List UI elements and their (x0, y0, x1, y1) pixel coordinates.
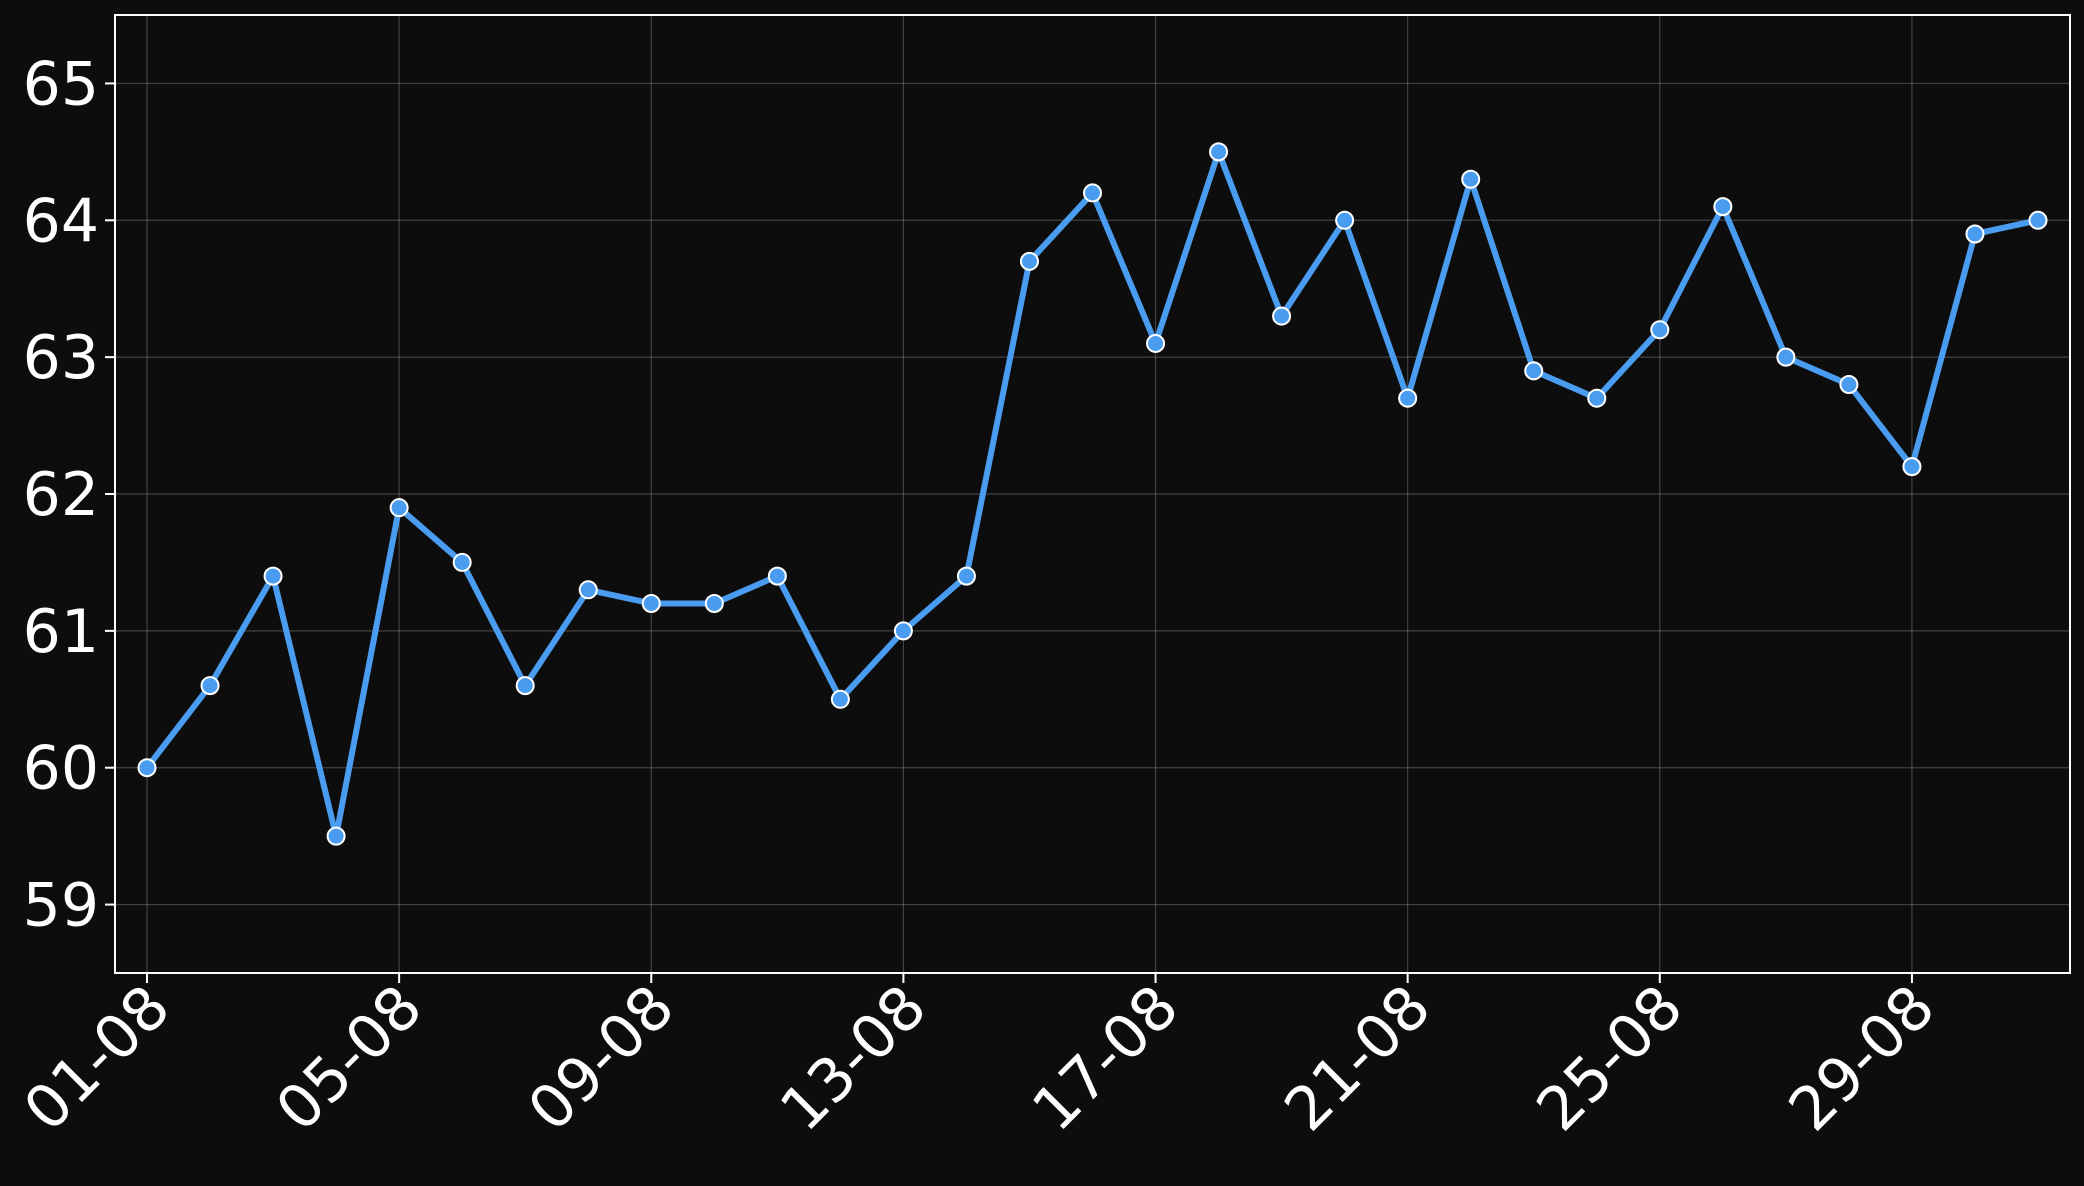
x-tick-label: 05-08 (263, 972, 436, 1145)
data-point (1461, 169, 1481, 189)
y-tick-label: 64 (23, 186, 99, 256)
y-tick-label: 61 (23, 597, 99, 667)
data-point (1335, 210, 1355, 230)
data-point (1209, 142, 1229, 162)
x-tick-label: 25-08 (1524, 972, 1697, 1145)
y-tick-label: 60 (23, 734, 99, 804)
plot-frame (114, 14, 2071, 974)
data-point (1650, 320, 1670, 340)
x-tick-label: 29-08 (1776, 972, 1949, 1145)
data-point (515, 676, 535, 696)
series-layer (137, 142, 2048, 846)
data-point (1776, 347, 1796, 367)
data-point (1398, 388, 1418, 408)
data-point (1146, 333, 1166, 353)
data-point (452, 552, 472, 572)
y-tick-label: 65 (23, 49, 99, 119)
data-point (1713, 197, 1733, 217)
data-point (1272, 306, 1292, 326)
data-point (1083, 183, 1102, 203)
data-point (1587, 388, 1607, 408)
y-tick-label: 59 (23, 871, 99, 941)
data-point (893, 621, 913, 641)
data-point (1839, 375, 1859, 395)
data-point (1965, 224, 1985, 244)
y-tick-label: 62 (23, 460, 99, 530)
data-point (767, 566, 787, 586)
x-tick-label: 01-08 (11, 972, 184, 1145)
data-point (641, 593, 661, 613)
data-point (200, 676, 220, 696)
data-point (704, 593, 724, 613)
data-point (389, 498, 409, 518)
data-point (578, 580, 598, 600)
data-point (263, 566, 283, 586)
data-point (326, 826, 346, 846)
data-point (1019, 251, 1039, 271)
x-tick-label: 17-08 (1019, 972, 1192, 1145)
x-tick-label: 13-08 (767, 972, 940, 1145)
y-tick-label: 63 (23, 323, 99, 393)
data-point (137, 758, 157, 778)
data-point (830, 689, 850, 709)
grid-lines (115, 15, 2070, 973)
data-point (1524, 361, 1544, 381)
data-point (2028, 210, 2048, 230)
axis-ticks: 59 60 61 62 63 64 65 01-08 05-08 09-08 13-08 17-08 2… (11, 49, 1949, 1144)
x-tick-label: 21-08 (1271, 972, 1444, 1145)
x-tick-label: 09-08 (515, 972, 688, 1145)
data-point (956, 566, 976, 586)
data-point (1902, 457, 1922, 477)
